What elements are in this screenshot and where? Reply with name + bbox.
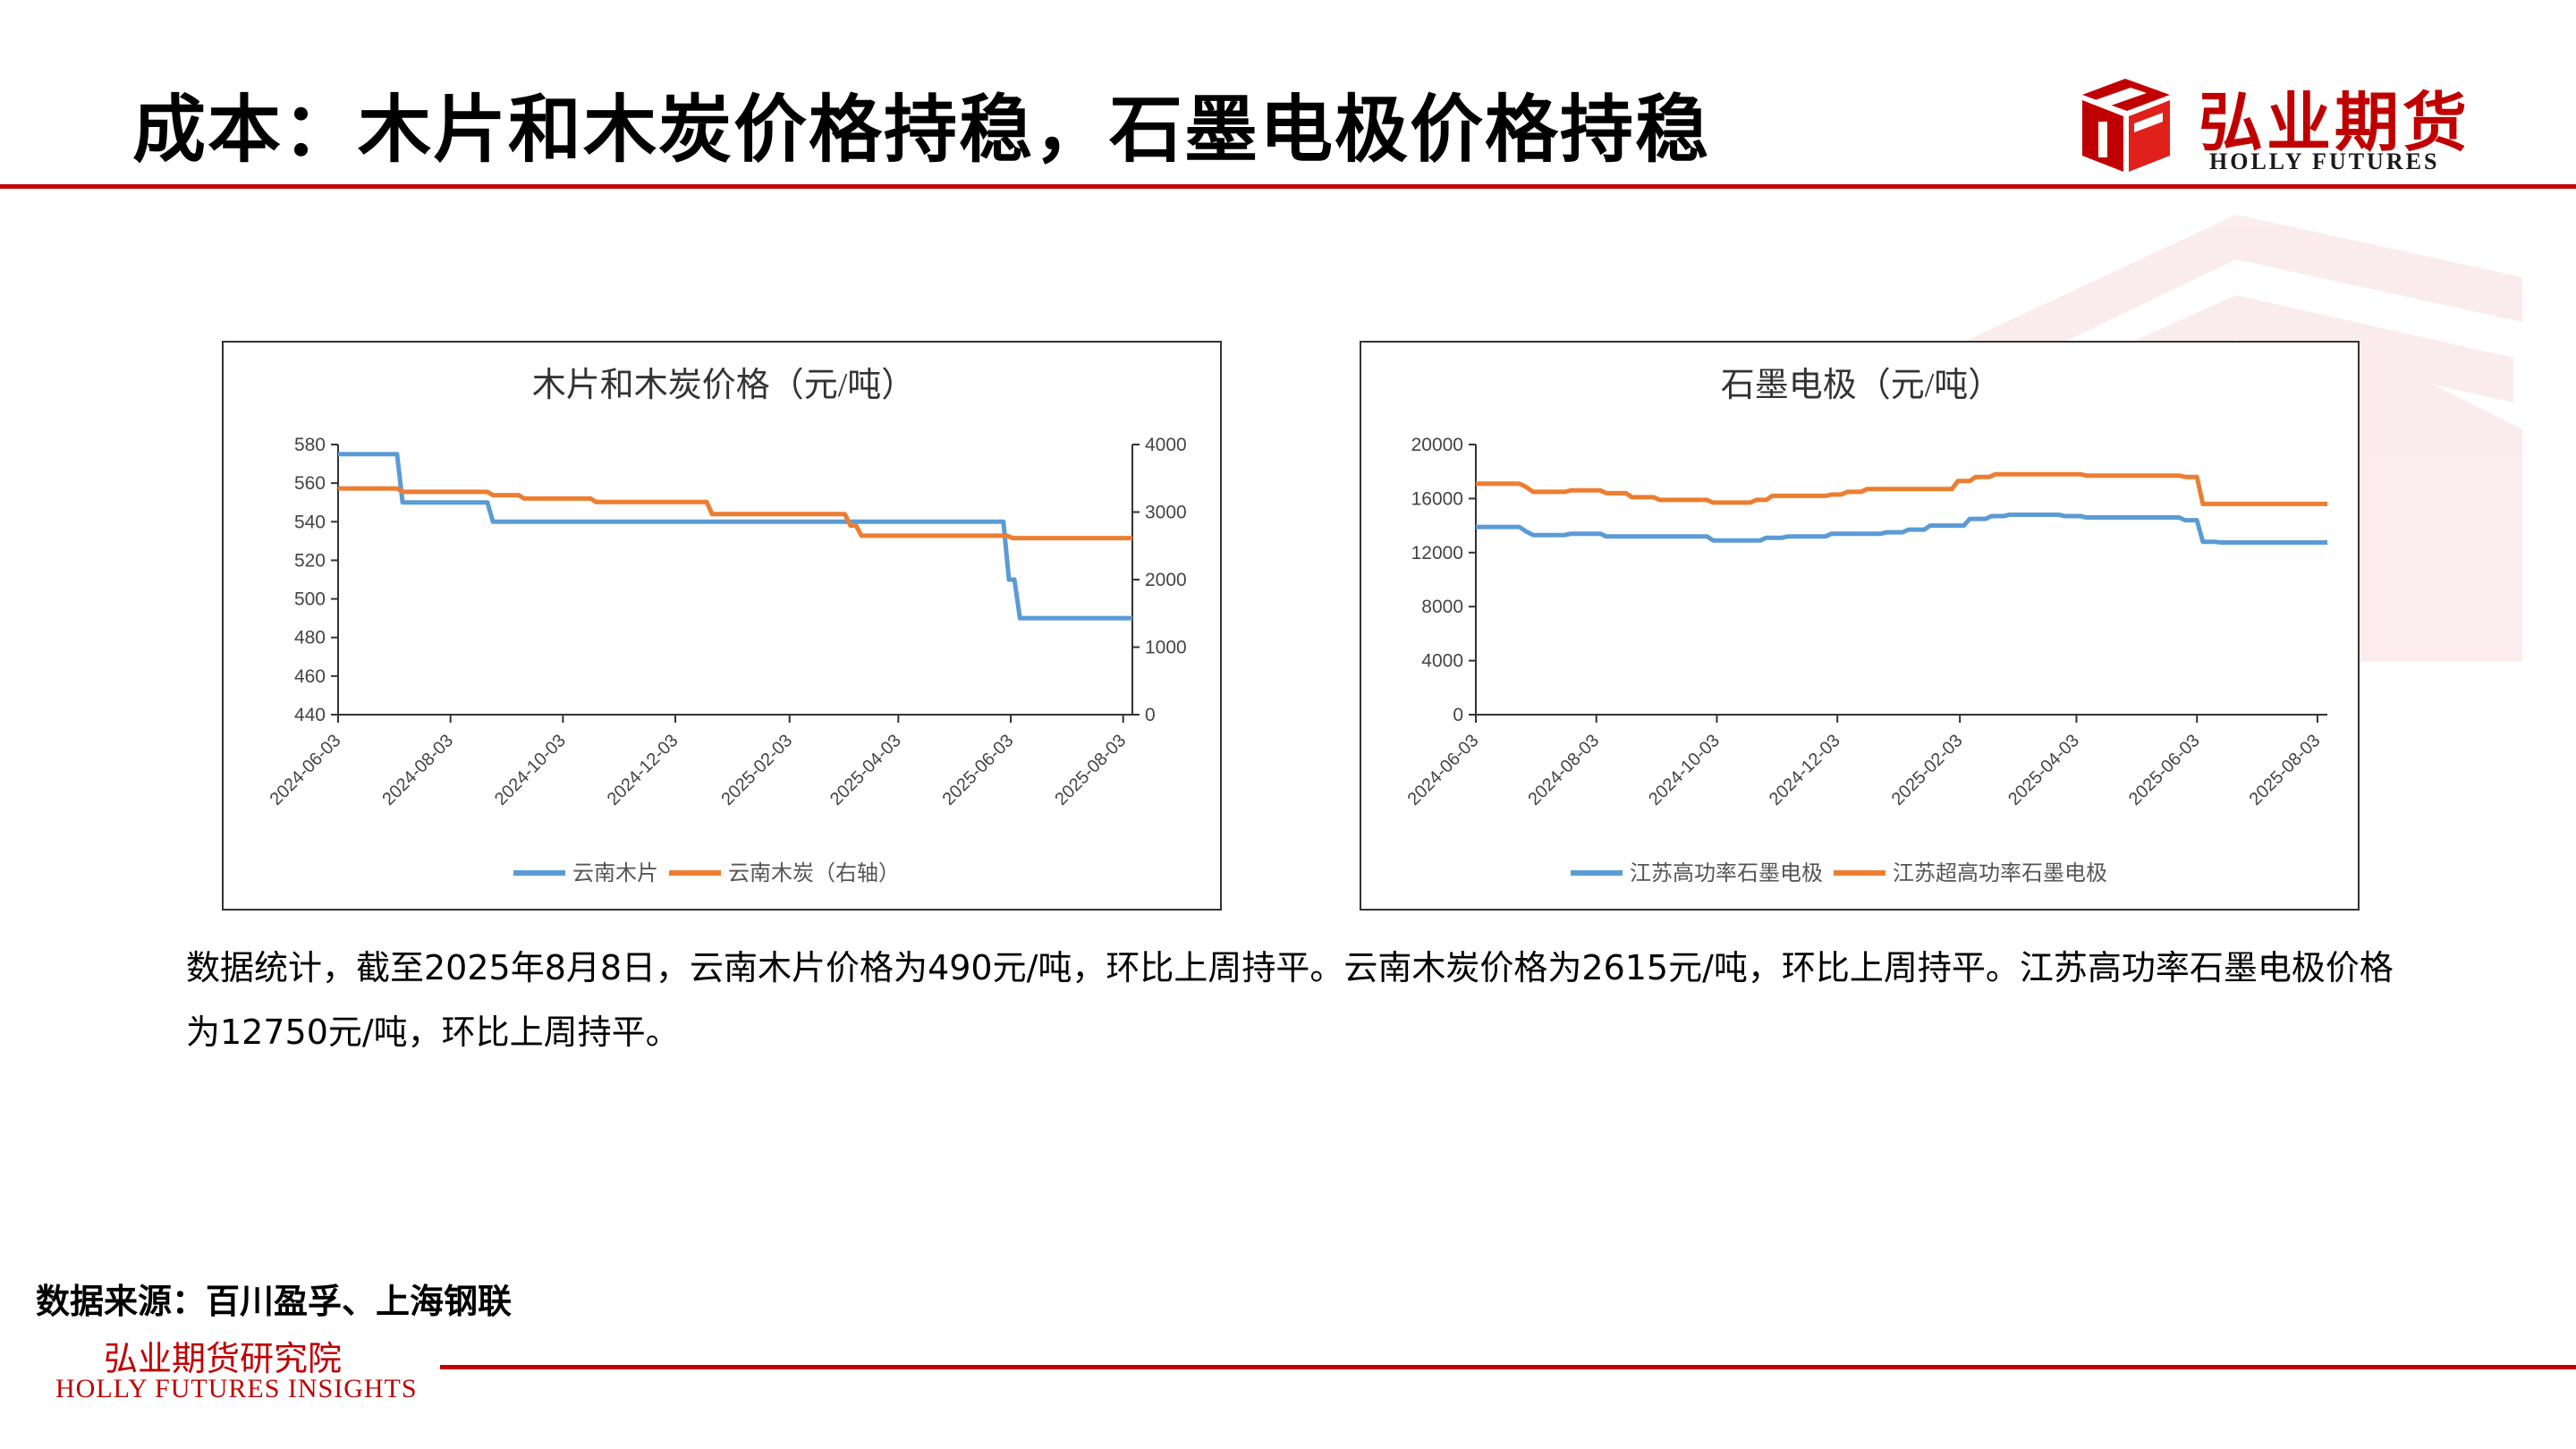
x-tick-label: 2024-08-03 [378,731,457,809]
y-tick-label-right: 1000 [1145,638,1187,658]
x-tick-label: 2025-06-03 [939,731,1018,809]
y-tick-label-left: 440 [294,705,326,725]
y-tick-label-left: 520 [294,550,326,571]
x-tick-label: 2025-02-03 [1888,731,1967,809]
y-tick-label-left: 460 [294,666,326,687]
x-tick-label: 2025-08-03 [1051,731,1130,809]
header-divider [0,184,2576,189]
company-logo: 弘业期货 HOLLY FUTURES [2077,64,2470,179]
chart-title: 石墨电极（元/吨） [1721,367,2003,404]
legend-label-1: 江苏高功率石墨电极 [1630,861,1823,886]
y-tick-label-left: 580 [294,435,326,455]
legend-label-1: 云南木片 [572,861,658,886]
data-source: 数据来源：百川盈孚、上海钢联 [36,1282,513,1321]
description-text: 数据统计，截至2025年8月8日，云南木片价格为490元/吨，环比上周持平。云南… [186,948,2394,1052]
y-tick-label-right: 3000 [1145,503,1187,523]
x-tick-label: 2025-02-03 [717,731,796,809]
chart-wood-price: 木片和木炭价格（元/吨） 440 460 480 500 520 540 560 580 0 100… [222,341,1222,911]
x-tick-label: 2024-12-03 [1766,731,1844,809]
x-tick-label: 2024-12-03 [604,731,682,809]
y-tick-label-left: 16000 [1411,488,1463,509]
legend-label-2: 云南木炭（右轴） [728,861,900,886]
y-tick-label-right: 0 [1145,705,1156,725]
y-tick-label-left: 4000 [1421,651,1463,672]
y-tick-label-left: 480 [294,628,326,648]
footer-en: HOLLY FUTURES INSIGHTS [55,1374,418,1403]
x-tick-label: 2025-04-03 [2004,731,2083,809]
footer-divider [440,1365,2576,1369]
logo-cn-text: 弘业期货 [2199,84,2471,160]
page-title: 成本：木片和木炭价格持稳，石墨电极价格持稳 [132,88,1711,173]
y-tick-label-left: 8000 [1421,597,1463,617]
cube-logo-icon [2082,79,2170,172]
y-tick-label-left: 500 [294,589,326,610]
y-tick-label-right: 2000 [1145,570,1187,590]
chart-graphite-electrode: 石墨电极（元/吨） 0 4000 8000 12000 16000 20000 2024-06… [1360,341,2360,911]
series-line-1 [338,452,1132,621]
series-line-1 [1476,513,2327,545]
x-tick-label: 2024-10-03 [1645,731,1724,809]
y-tick-label-right: 4000 [1145,435,1187,455]
series-line-2 [1476,471,2327,506]
chart-wood-price-svg: 木片和木炭价格（元/吨） 440 460 480 500 520 540 560 580 0 100… [267,367,1187,886]
y-tick-label-left: 540 [294,512,326,532]
x-tick-label: 2025-08-03 [2246,731,2325,809]
footer-cn: 弘业期货研究院 [104,1339,343,1378]
y-tick-label-left: 560 [294,473,326,494]
x-tick-label: 2024-08-03 [1524,731,1603,809]
x-tick-label: 2024-10-03 [491,731,570,809]
series-line-2 [338,486,1132,541]
chart-graphite-electrode-svg: 石墨电极（元/吨） 0 4000 8000 12000 16000 20000 2024-06… [1404,367,2327,886]
x-tick-label: 2024-06-03 [267,731,345,809]
logo-en-text: HOLLY FUTURES [2209,148,2440,174]
x-tick-label: 2024-06-03 [1404,731,1483,809]
y-tick-label-left: 0 [1453,705,1463,725]
y-tick-label-left: 12000 [1411,543,1463,564]
y-tick-label-left: 20000 [1411,435,1463,455]
x-tick-label: 2025-04-03 [826,731,905,809]
legend-label-2: 江苏超高功率石墨电极 [1893,861,2107,886]
x-tick-label: 2025-06-03 [2125,731,2204,809]
chart-title: 木片和木炭价格（元/吨） [532,367,916,404]
